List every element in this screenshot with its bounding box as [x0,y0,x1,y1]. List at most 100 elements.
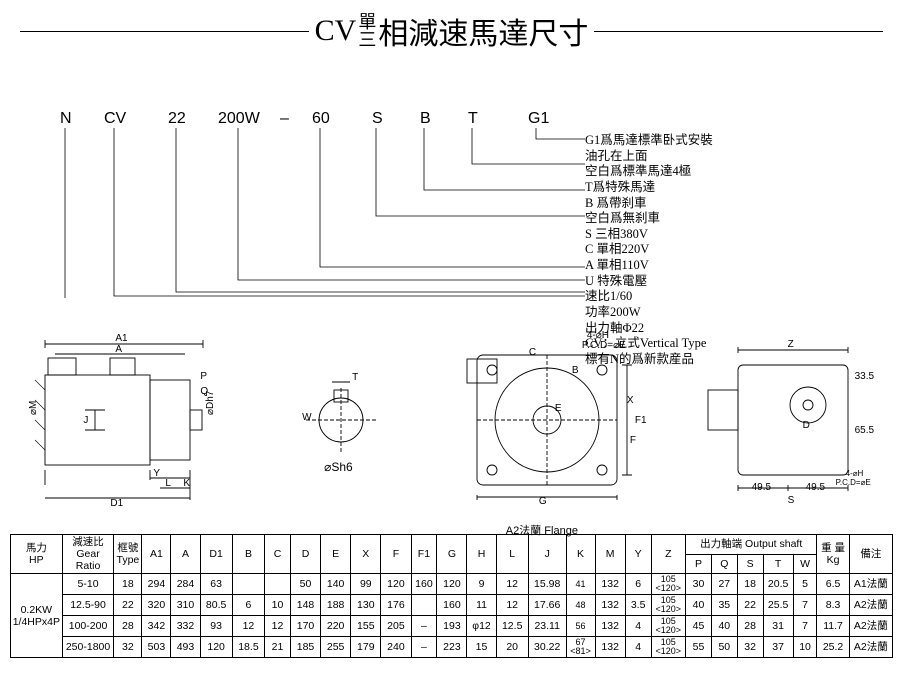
cell-L: 20 [496,637,528,658]
cell-G: 160 [437,595,467,616]
part-number-row: N CV 22 200W – 60 S B T G1 [60,110,860,130]
cell-X: 155 [351,616,381,637]
cell-D: 185 [290,637,320,658]
cell-Kg: 11.7 [817,616,849,637]
dim-dh7: ⌀Dh7 [205,391,216,415]
dim-a: A [115,344,122,355]
cell-W: 7 [793,595,817,616]
cell-K: 67<81> [566,637,595,658]
cell-W: 7 [793,616,817,637]
cell-Y: 4 [625,616,651,637]
cell-D1: 93 [200,616,232,637]
cell-Q: 40 [711,616,737,637]
th-g: G [437,535,467,574]
cell-gear: 250-1800 [62,637,114,658]
cell-E: 140 [321,574,351,595]
cell-Q: 35 [711,595,737,616]
dim-t: T [352,372,358,383]
cell-G: 223 [437,637,467,658]
cell-J: 17.66 [528,595,566,616]
cell-gear: 100-200 [62,616,114,637]
spec-table: 馬力HP 減速比GearRatio 框號Type A1 A D1 B C D E… [10,534,893,658]
diagram-right: Z 33.5 65.5 D 49.5 49.5 S 4-⌀H P.C.D=⌀E [698,335,878,510]
dim-a1: A1 [115,333,127,344]
cell-K: 56 [566,616,595,637]
cell-Kg: 8.3 [817,595,849,616]
cell-D1: 80.5 [200,595,232,616]
th-k: K [566,535,595,574]
cell-gear: 5-10 [62,574,114,595]
cell-B [232,574,264,595]
cell-F: 120 [381,574,411,595]
title-rest: 相減速馬達尺寸 [378,9,588,53]
cell-L: 12 [496,595,528,616]
cell-E: 220 [321,616,351,637]
th-output: 出力軸端 Output shaft [686,535,817,555]
cell-A1: 342 [142,616,171,637]
th-q: Q [711,554,737,574]
cell-Kg: 6.5 [817,574,849,595]
title-text: CV 單 三 相減速馬達尺寸 [309,9,595,53]
dim-e: E [555,403,562,414]
cell-remark: A2法蘭 [849,637,892,658]
cell-K: 48 [566,595,595,616]
th-l: L [496,535,528,574]
cell-J: 15.98 [528,574,566,595]
cell-F1: 160 [411,574,437,595]
cell-B: 18.5 [232,637,264,658]
th-c: C [265,535,291,574]
cell-P: 40 [686,595,712,616]
table-header-row1: 馬力HP 減速比GearRatio 框號Type A1 A D1 B C D E… [11,535,893,555]
cell-F: 176 [381,595,411,616]
cell-J: 23.11 [528,616,566,637]
cell-S: 28 [737,616,763,637]
cell-G: 193 [437,616,467,637]
title-stack: 單 三 [358,13,376,49]
dim-l: L [165,478,171,489]
dim-m: ⌀M [28,401,39,415]
dim-scap: S [788,495,795,506]
cell-Z: 105<120> [651,637,685,658]
th-gear: 減速比GearRatio [62,535,114,574]
code-b: B [420,110,431,128]
cell-F1: – [411,637,437,658]
th-x: X [351,535,381,574]
cell-A1: 503 [142,637,171,658]
dim-f1: F1 [635,415,647,426]
cell-gear: 12.5-90 [62,595,114,616]
cell-Kg: 25.2 [817,637,849,658]
dim-w: W [302,412,311,423]
dim-f: F [630,435,636,446]
cell-M: 132 [595,595,625,616]
cell-F1 [411,595,437,616]
dim-c: C [529,347,536,358]
diagram-side: A1 A P Q J ⌀Dh7 Y L K D1 ⌀M [25,330,245,515]
th-f1: F1 [411,535,437,574]
cell-T: 20.5 [763,574,793,595]
title-rule-left [20,31,309,32]
dim-p: P [200,371,207,382]
cell-type: 32 [114,637,142,658]
dim-r1: 33.5 [855,371,874,382]
code-g1: G1 [528,110,549,128]
th-m: M [595,535,625,574]
th-a: A [171,535,200,574]
title-stack-bottom: 三 [358,31,376,49]
th-hp: 馬力HP [11,535,63,574]
cell-M: 132 [595,574,625,595]
cell-D1: 63 [200,574,232,595]
dim-s2: 49.5 [752,482,771,493]
dim-z: Z [788,339,794,350]
cell-T: 31 [763,616,793,637]
th-p: P [686,554,712,574]
connector-lines [60,128,880,298]
cell-X: 99 [351,574,381,595]
page-title: CV 單 三 相減速馬達尺寸 [0,0,903,62]
th-f: F [381,535,411,574]
cell-D: 170 [290,616,320,637]
cell-S: 18 [737,574,763,595]
cell-hp: 0.2KW1/4HPx4P [11,574,63,658]
code-cv: CV [104,110,126,128]
cell-J: 30.22 [528,637,566,658]
th-a1: A1 [142,535,171,574]
